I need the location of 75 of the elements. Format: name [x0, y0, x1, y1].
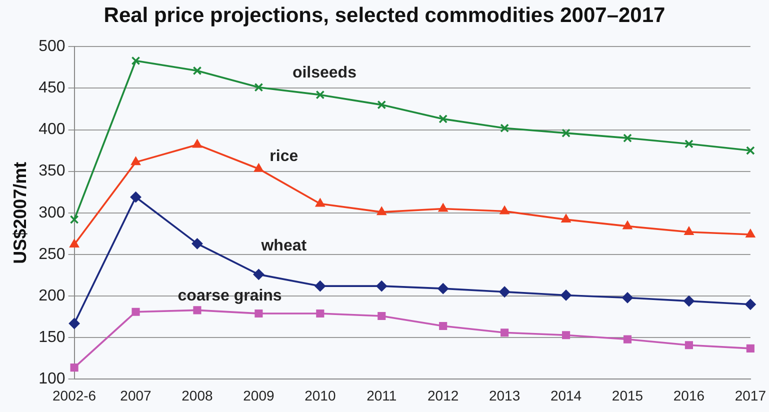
point	[377, 100, 386, 110]
y-tick-label: 200	[38, 287, 66, 304]
x-tick-label: 2009	[243, 387, 274, 404]
point	[70, 215, 79, 224]
series-label: coarse grains	[178, 287, 282, 304]
point	[683, 296, 694, 307]
x-tick-label: 2017	[734, 387, 766, 404]
series-label: oilseeds	[292, 64, 357, 82]
series-label: wheat	[260, 238, 308, 255]
point	[500, 328, 509, 337]
point	[192, 66, 202, 76]
x-tick-label: 2013	[488, 387, 520, 404]
point	[744, 298, 756, 310]
x-tick-label: 2010	[304, 387, 336, 404]
point	[70, 364, 78, 372]
point	[622, 220, 632, 230]
y-tick-label: 150	[38, 329, 66, 346]
point	[439, 322, 448, 330]
point	[254, 309, 263, 318]
x-tick-label: 2002-6	[52, 387, 96, 404]
y-axis-title: US$2007/mt	[10, 162, 30, 264]
point	[499, 286, 510, 298]
point	[623, 335, 632, 344]
point	[192, 238, 203, 250]
x-tick-label: 2007	[120, 387, 152, 404]
point	[562, 331, 570, 340]
point	[376, 280, 388, 292]
x-tick-label: 2014	[550, 387, 582, 404]
chart-title: Real price projections, selected commodities 2007–2017	[102, 4, 666, 28]
point	[500, 124, 509, 133]
point	[622, 292, 633, 304]
point	[253, 268, 264, 280]
y-tick-label: 350	[38, 162, 66, 180]
point	[315, 198, 325, 207]
point	[132, 308, 140, 316]
y-tick-label: 500	[38, 38, 66, 56]
point	[560, 290, 572, 301]
point	[193, 306, 202, 314]
point	[314, 280, 326, 292]
point	[192, 139, 202, 148]
point	[684, 226, 694, 236]
point	[684, 341, 693, 350]
point	[623, 134, 632, 142]
point	[438, 114, 448, 124]
x-tick-label: 2012	[428, 387, 459, 404]
point	[562, 128, 570, 138]
point	[561, 214, 571, 223]
y-tick-label: 400	[38, 121, 66, 138]
point	[378, 312, 386, 320]
point	[316, 90, 325, 100]
x-tick-label: 2008	[182, 387, 214, 404]
point	[69, 238, 80, 248]
point	[130, 192, 142, 203]
y-tick-label: 100	[38, 370, 66, 388]
y-tick-label: 250	[38, 246, 66, 263]
point	[438, 203, 448, 212]
point	[746, 344, 754, 352]
series-label: rice	[270, 148, 298, 165]
y-tick-label: 300	[38, 204, 66, 222]
x-tick-label: 2011	[366, 387, 397, 404]
point	[746, 229, 756, 238]
point	[68, 318, 80, 329]
point	[131, 56, 140, 66]
point	[500, 206, 510, 214]
point	[316, 309, 324, 318]
point	[746, 146, 755, 155]
point	[376, 206, 386, 216]
x-tick-label: 2015	[612, 387, 644, 404]
point	[130, 156, 141, 166]
point	[438, 283, 449, 294]
x-tick-label: 2016	[673, 387, 705, 404]
point	[684, 139, 694, 148]
point	[254, 163, 264, 172]
point	[254, 82, 264, 92]
y-tick-label: 450	[38, 80, 66, 97]
